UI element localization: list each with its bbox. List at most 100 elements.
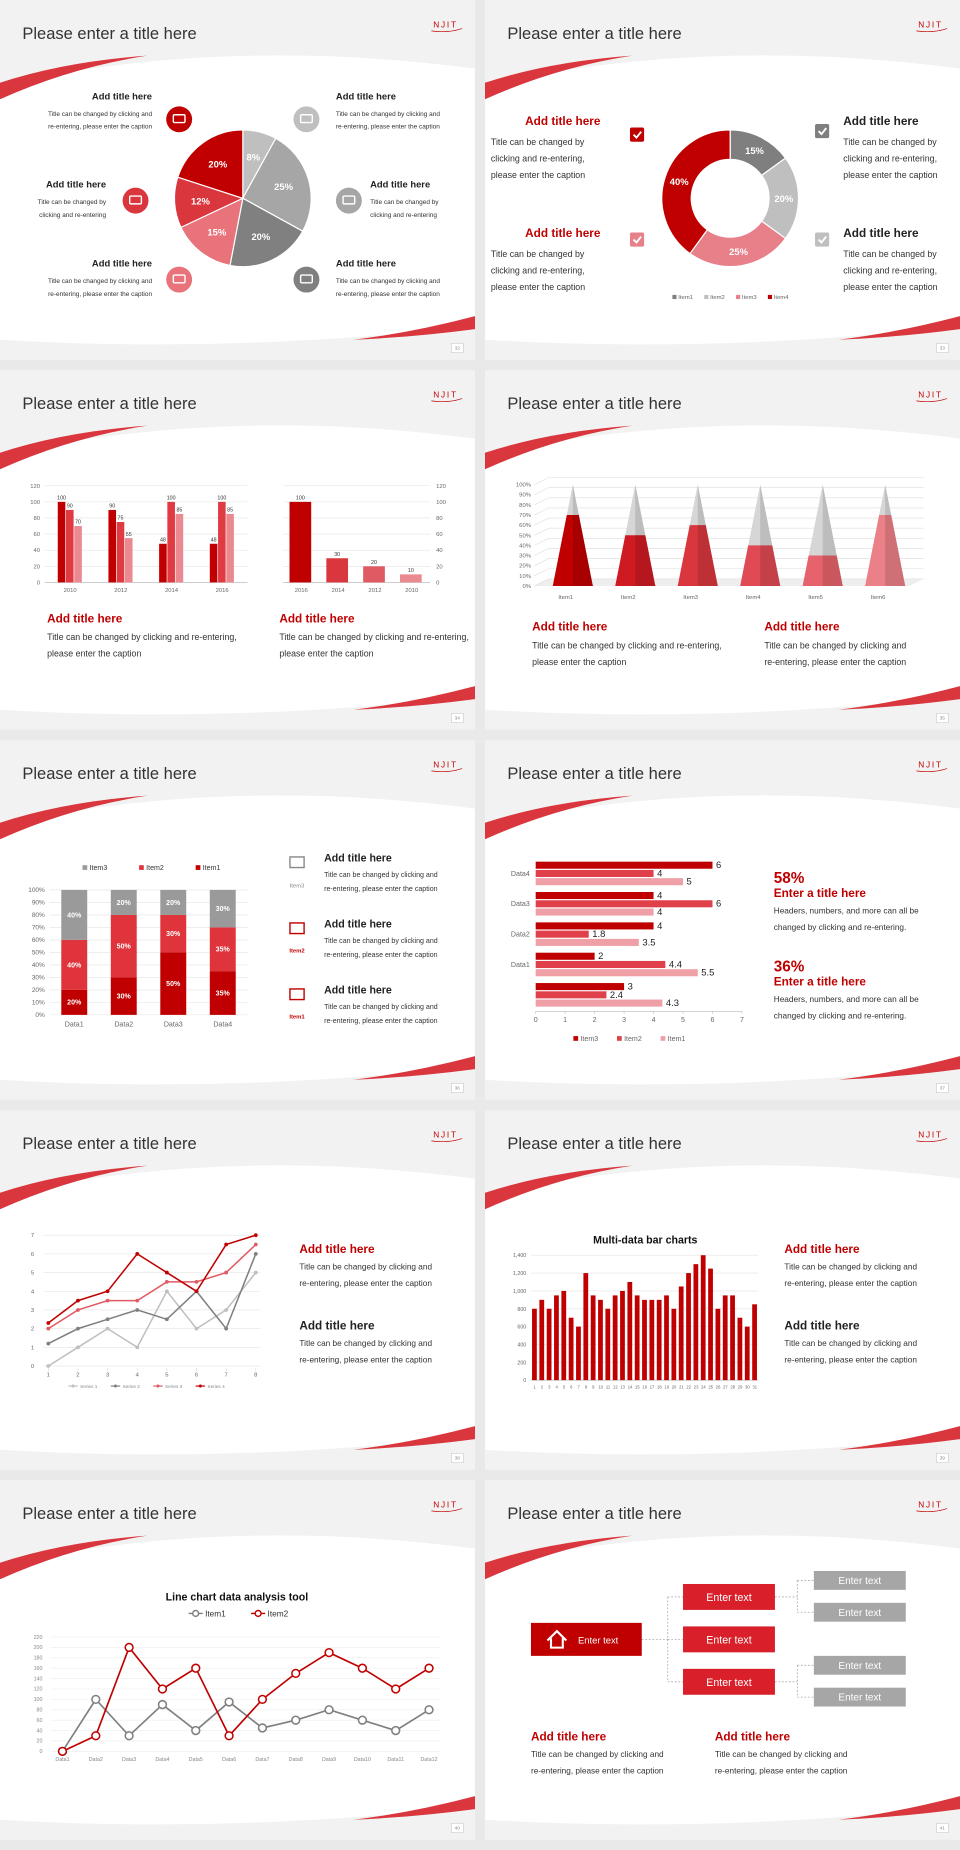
block-caption: Title can be changed by xyxy=(370,199,439,206)
point xyxy=(194,1326,199,1331)
segment-label: 35% xyxy=(216,947,231,954)
y-tick-label: 400 xyxy=(517,1342,526,1348)
x-tick-label: 1 xyxy=(563,1017,567,1024)
block-title: Add title here xyxy=(47,612,123,625)
bar xyxy=(620,1290,625,1381)
y-tick-label: 40 xyxy=(34,548,41,554)
point xyxy=(105,1289,110,1294)
swoosh-bottom xyxy=(353,1796,475,1820)
y-tick-label: 0% xyxy=(522,584,531,590)
bar-label: 4 xyxy=(657,920,662,931)
slice-label: 20% xyxy=(251,231,270,242)
point xyxy=(46,1321,51,1325)
point xyxy=(253,1251,258,1256)
slide-title: Please enter a title here xyxy=(22,395,196,413)
bar-label: 100 xyxy=(217,496,226,502)
y-tick-label: 180 xyxy=(34,1656,43,1662)
leaf-label: Enter text xyxy=(838,1576,881,1587)
bar xyxy=(546,1308,552,1381)
block-title: Add title here xyxy=(764,621,840,634)
block-caption: changed by clicking and re-entering. xyxy=(774,923,907,932)
grid-line xyxy=(534,568,924,577)
bar xyxy=(730,1295,735,1381)
bar xyxy=(642,1299,647,1381)
y-tick-label: 80 xyxy=(436,516,443,522)
bar xyxy=(124,538,133,583)
bar xyxy=(535,991,607,999)
line xyxy=(62,1645,430,1753)
logo-swoosh xyxy=(916,768,948,773)
point xyxy=(105,1317,110,1322)
point xyxy=(224,1270,229,1275)
grid-line xyxy=(534,497,924,506)
block-caption: clicking and re-entering xyxy=(370,212,437,219)
icon-glyph xyxy=(172,274,186,284)
x-tick-label: 3 xyxy=(548,1384,551,1389)
legend-swatch xyxy=(767,294,773,300)
logo-swoosh xyxy=(431,768,463,773)
icon xyxy=(122,187,149,214)
bar xyxy=(671,1308,677,1381)
slide: Please enter a title here NJIT 41 Enter tex… xyxy=(485,1480,960,1840)
block-title: Add title here xyxy=(784,1243,860,1256)
connector xyxy=(641,1596,684,1683)
x-tick-label: 19 xyxy=(664,1384,669,1389)
y-tick-label: 60 xyxy=(37,1718,43,1724)
x-tick-label: 13 xyxy=(620,1384,625,1389)
grid-line xyxy=(534,477,924,485)
page-box xyxy=(451,1823,464,1833)
icon-label: Item1 xyxy=(289,1014,305,1020)
x-tick-label: 12 xyxy=(613,1384,618,1389)
bar xyxy=(693,1264,699,1381)
point xyxy=(194,1289,199,1294)
block-title: Add title here xyxy=(92,258,152,269)
y-tick-label: 60% xyxy=(32,937,45,944)
chart-floor xyxy=(534,578,924,586)
bar-label: 3 xyxy=(628,981,633,992)
logo-swoosh xyxy=(431,28,463,33)
block-caption: re-entering, please enter the caption xyxy=(784,1279,917,1288)
slice-label: 25% xyxy=(274,181,293,192)
bar xyxy=(561,1290,567,1381)
x-tick-label: 22 xyxy=(686,1384,691,1389)
bar xyxy=(535,922,654,930)
x-tick-label: Data12 xyxy=(420,1757,437,1763)
bar xyxy=(535,900,713,908)
x-tick-label: Data9 xyxy=(322,1757,336,1763)
block-title: Add title here xyxy=(336,258,396,269)
slide: Please enter a title here NJIT 34 0 20 40 60 80… xyxy=(0,370,475,730)
page-number: 34 xyxy=(455,716,461,721)
block-caption: Title can be changed by clicking and xyxy=(531,1750,664,1759)
slide: Please enter a title here NJIT 33 15% 20% 25%… xyxy=(485,0,960,360)
segment-label: 35% xyxy=(216,990,231,997)
logo-swoosh xyxy=(916,28,948,33)
point xyxy=(253,1233,258,1238)
y-tick-label: 10% xyxy=(32,999,45,1006)
y-tick-label: 90% xyxy=(32,899,45,906)
x-tick-label: Item6 xyxy=(871,595,886,601)
y-tick-label: 10% xyxy=(519,574,532,580)
chart-title: Line chart data analysis tool xyxy=(166,1591,309,1603)
block-caption: clicking and re-entering, xyxy=(843,266,937,276)
y-tick-label: 160 xyxy=(34,1666,43,1672)
x-tick-label: Data1 xyxy=(65,1022,84,1029)
point xyxy=(124,1731,134,1741)
block-caption: Title can be changed by clicking and re-… xyxy=(47,632,237,642)
block-title: Enter a title here xyxy=(774,887,867,900)
x-tick-label: 1 xyxy=(533,1384,536,1389)
y-tick-label: 200 xyxy=(34,1645,43,1651)
bar xyxy=(159,543,167,583)
swoosh-bottom xyxy=(838,686,960,710)
block-caption: re-entering, please enter the caption xyxy=(324,886,438,893)
bar-segment xyxy=(160,889,187,915)
bar-label: 4.4 xyxy=(669,958,682,969)
bar xyxy=(289,501,312,583)
point xyxy=(391,1725,401,1736)
y-tick-label: 0 xyxy=(39,1749,42,1755)
legend-swatch xyxy=(736,294,741,300)
y-tick-label: 0% xyxy=(35,1012,45,1019)
x-tick-label: 27 xyxy=(723,1384,728,1389)
slide: Please enter a title here NJIT 40 Line char… xyxy=(0,1480,475,1840)
checkbox-tick xyxy=(817,127,827,136)
